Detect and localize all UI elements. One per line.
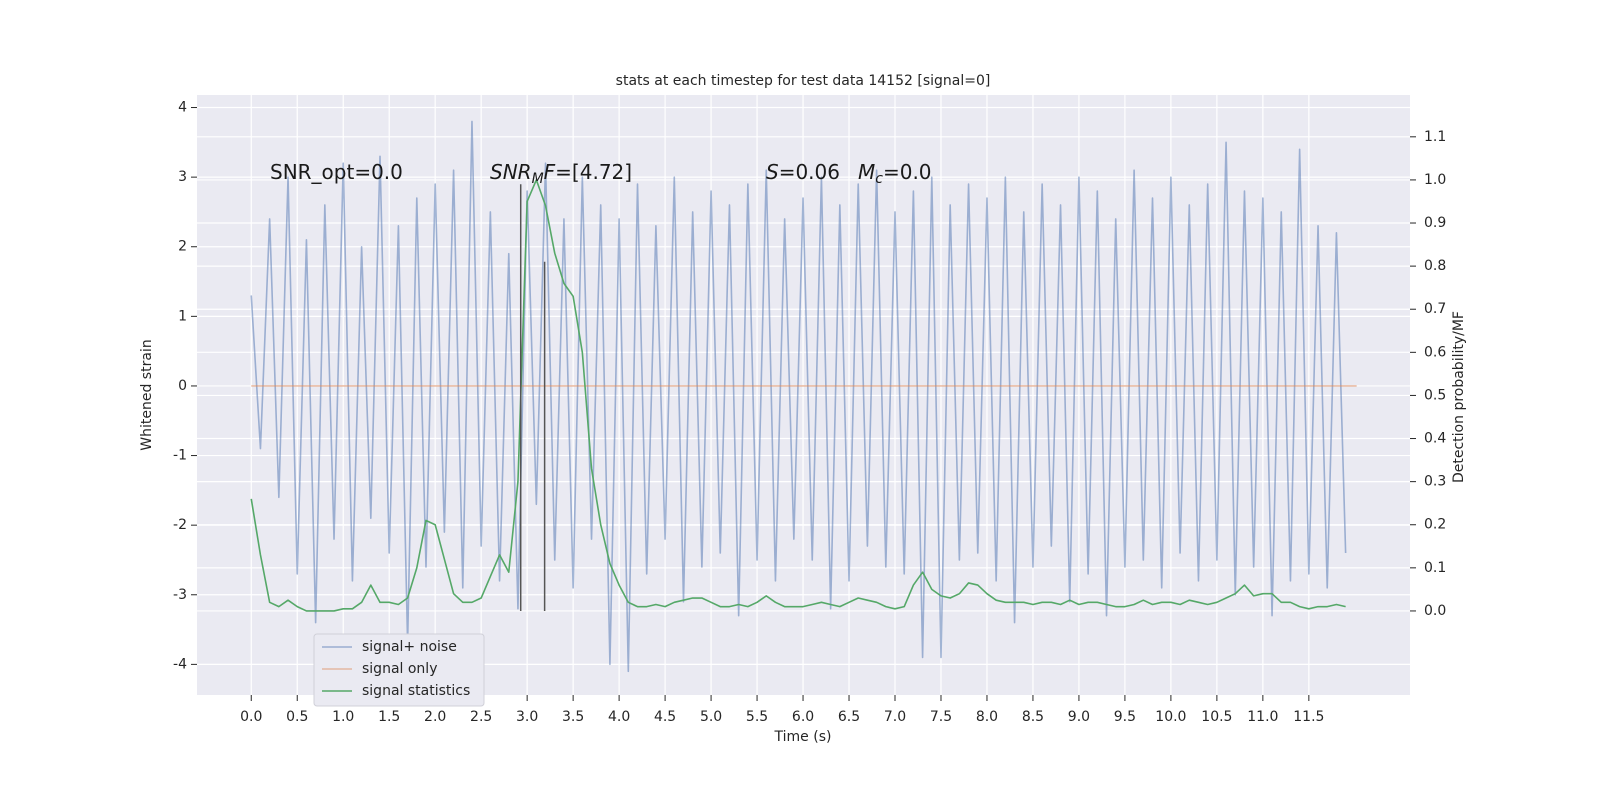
- legend-box: [313, 633, 485, 707]
- x-tick-label: 10.0: [1155, 709, 1186, 725]
- annotation-part: =0.0: [883, 160, 932, 184]
- annotation-part: c: [875, 171, 883, 187]
- annotation-part: M: [532, 171, 544, 187]
- y-tick-label: -2: [173, 517, 187, 533]
- y-tick-label: -3: [173, 587, 187, 603]
- annotation-part: M: [858, 160, 875, 184]
- legend-label: signal only: [362, 661, 437, 677]
- annotation: SNR_opt=0.0: [270, 160, 403, 184]
- y2-tick-label: 0.8: [1424, 258, 1446, 274]
- y-tick-label: 2: [178, 239, 187, 255]
- annotation-part: =0.06: [779, 160, 840, 184]
- y2-tick-label: 0.1: [1424, 560, 1446, 576]
- x-tick-label: 8.0: [976, 709, 998, 725]
- x-tick-label: 0.0: [240, 709, 262, 725]
- legend: signal+ noise signal only signal statistic…: [313, 633, 485, 707]
- annotation-part: S: [766, 160, 779, 184]
- series-line: [250, 179, 1346, 612]
- x-tick-label: 1.5: [378, 709, 400, 725]
- annotation-part: F: [544, 160, 556, 184]
- y-tick-label: 3: [178, 169, 187, 185]
- y2-tick-label: 0.7: [1424, 301, 1446, 317]
- x-tick-label: 4.5: [654, 709, 676, 725]
- annotation: Mc=0.0: [858, 160, 932, 188]
- y2-tick-label: 1.0: [1424, 172, 1446, 188]
- annotation-part: SNR: [490, 160, 532, 184]
- y-tick-label: 4: [178, 100, 187, 116]
- y2-axis-label: Detection probability/MF: [1451, 311, 1467, 483]
- x-tick-label: 3.0: [516, 709, 538, 725]
- y-tick-label: -4: [173, 656, 187, 672]
- x-tick-label: 0.5: [286, 709, 308, 725]
- x-tick-label: 3.5: [562, 709, 584, 725]
- y-tick-label: 0: [178, 378, 187, 394]
- y2-tick-label: 0.3: [1424, 474, 1446, 490]
- x-tick-label: 1.0: [332, 709, 354, 725]
- y2-tick-label: 0.9: [1424, 215, 1446, 231]
- x-tick-label: 11.0: [1247, 709, 1278, 725]
- annotation: S=0.06: [766, 160, 840, 184]
- legend-label: signal+ noise: [362, 639, 457, 655]
- x-tick-label: 8.5: [1022, 709, 1044, 725]
- y2-tick-label: 0.2: [1424, 517, 1446, 533]
- x-tick-label: 7.5: [930, 709, 952, 725]
- series-line: [250, 120, 1347, 673]
- annotation-part: SNR_opt=0.0: [270, 160, 403, 184]
- y-axis-label: Whitened strain: [139, 339, 155, 450]
- x-tick-label: 10.5: [1201, 709, 1232, 725]
- x-tick-label: 5.5: [746, 709, 768, 725]
- legend-label: signal statistics: [362, 683, 470, 699]
- y2-tick-label: 0.0: [1424, 603, 1446, 619]
- y2-tick-label: 1.1: [1424, 129, 1446, 145]
- y2-tick-label: 0.5: [1424, 387, 1446, 403]
- x-tick-label: 2.0: [424, 709, 446, 725]
- x-tick-label: 5.0: [700, 709, 722, 725]
- chart-title: stats at each timestep for test data 141…: [616, 73, 991, 89]
- y2-tick-label: 0.4: [1424, 431, 1446, 447]
- x-tick-label: 9.5: [1114, 709, 1136, 725]
- x-tick-label: 4.0: [608, 709, 630, 725]
- annotation-part: =[4.72]: [555, 160, 632, 184]
- x-tick-label: 9.0: [1068, 709, 1090, 725]
- x-tick-label: 2.5: [470, 709, 492, 725]
- x-tick-label: 6.5: [838, 709, 860, 725]
- y-tick-label: 1: [178, 308, 187, 324]
- x-axis-label: Time (s): [774, 729, 832, 745]
- x-tick-label: 7.0: [884, 709, 906, 725]
- y-tick-label: -1: [173, 448, 187, 464]
- x-tick-label: 11.5: [1293, 709, 1324, 725]
- x-tick-label: 6.0: [792, 709, 814, 725]
- y2-tick-label: 0.6: [1424, 344, 1446, 360]
- annotation: SNRMF=[4.72]: [490, 160, 632, 188]
